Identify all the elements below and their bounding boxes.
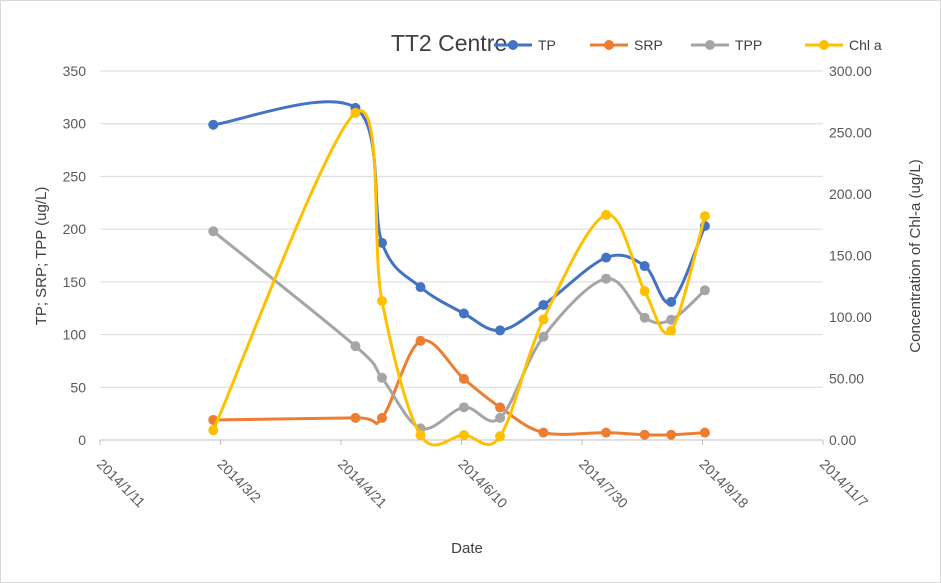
tpp-data-point [495,412,506,423]
chl-a-series-line [211,109,707,447]
srp-data-point [458,373,469,384]
chl-a-data-point [601,209,612,220]
tpp-data-point [666,314,677,325]
x-tick-label: 2014/4/21 [335,456,391,512]
tpp-data-point [639,312,650,323]
legend: TP SRP TPP Chl a [494,37,882,53]
legend-marker-tpp [705,40,715,50]
srp-data-point [538,427,549,438]
chl-a-data-point [666,325,677,336]
tp-data-point [415,282,426,293]
tp-series-line [211,100,707,332]
x-axis-title: Date [451,540,483,557]
chl-a-data-point [639,286,650,297]
chl-a-data-point [376,296,387,307]
tp-data-point [458,308,469,319]
srp-data-point [415,335,426,346]
x-tick-label: 2014/9/18 [696,456,752,512]
y2-tick-label: 250.00 [829,125,872,141]
tpp-data-point [601,273,612,284]
legend-marker-srp [604,40,614,50]
x-tick-label: 2014/11/7 [817,456,872,511]
chl-a-data-point [208,425,219,436]
y-tick-label: 350 [63,63,87,79]
legend-label-chl-a: Chl a [849,37,882,53]
y-tick-label: 300 [63,116,87,132]
x-tick-label: 2014/7/30 [576,456,632,512]
tp-data-point [601,252,612,263]
tp-data-point [495,325,506,336]
y-axis-title: TP; SRP; TPP (ug/L) [33,187,50,326]
y2-tick-label: 200.00 [829,186,872,202]
y2-tick-label: 100.00 [829,309,872,325]
legend-label-tpp: TPP [735,37,762,53]
srp-data-point [376,412,387,423]
tpp-data-point [208,226,219,237]
gridlines [100,70,823,388]
axes [99,439,824,445]
tp-data-point [666,296,677,307]
y2-tick-label: 0.00 [829,432,856,448]
x-tick-label: 2014/6/10 [455,456,511,512]
tpp-data-point [458,402,469,413]
srp-data-point [639,429,650,440]
y-tick-label: 150 [63,274,87,290]
chart-title: TT2 Centre [391,30,507,56]
y-tick-label: 50 [70,379,86,395]
tp-data-point [639,261,650,272]
tpp-data-point [376,372,387,383]
srp-data-point [495,402,506,413]
tpp-series-line [211,229,707,431]
series-lines [208,100,710,447]
chl-a-data-point [538,314,549,325]
srp-data-point [699,427,710,438]
legend-label-srp: SRP [634,37,663,53]
tp-data-point [208,119,219,130]
tpp-data-point [699,285,710,296]
tp-data-point [538,300,549,311]
chl-a-data-point [415,430,426,441]
y-tick-label: 200 [63,221,87,237]
y2-tick-label: 150.00 [829,248,872,264]
y-tick-label: 250 [63,168,87,184]
chl-a-data-point [350,107,361,118]
x-tick-label: 2014/3/2 [214,456,264,506]
legend-marker-chl-a [819,40,829,50]
y-tick-label: 0 [78,432,86,448]
chl-a-data-point [458,430,469,441]
srp-data-point [666,429,677,440]
chl-a-data-point [495,431,506,442]
y2-axis-title: Concentration of Chl-a (ug/L) [907,159,924,352]
tick-labels: 0 50 100 150 200 250 300 350 0.00 50.00 100.00 150.… [63,63,872,511]
y2-tick-label: 300.00 [829,63,872,79]
legend-marker-tp [508,40,518,50]
tpp-data-point [538,331,549,342]
x-tick-label: 2014/1/11 [94,456,149,511]
chl-a-data-point [699,211,710,222]
srp-data-point [601,427,612,438]
srp-data-point [350,412,361,423]
y-tick-label: 100 [63,327,87,343]
tpp-data-point [350,341,361,352]
tp-data-point [376,237,387,248]
legend-label-tp: TP [538,37,556,53]
y2-tick-label: 50.00 [829,371,864,387]
